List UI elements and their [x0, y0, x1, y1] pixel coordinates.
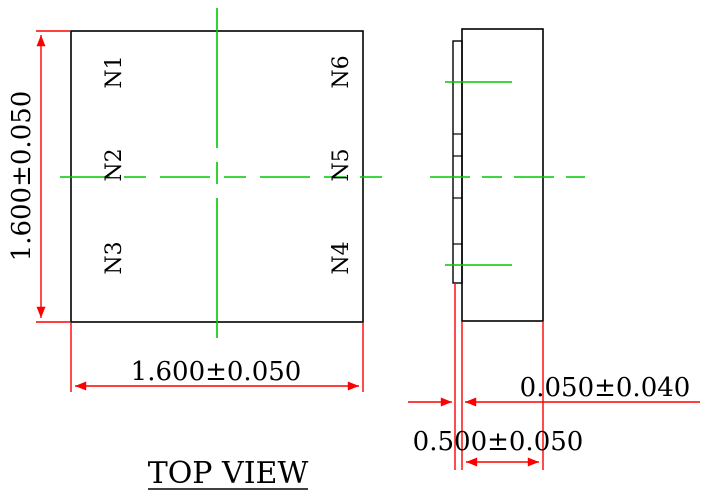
pad-label-n4: N4	[329, 241, 354, 274]
pad-label-n3: N3	[102, 241, 127, 274]
pad-label-n1: N1	[102, 55, 127, 88]
height-dimension-label: 1.600±0.050	[7, 91, 37, 262]
pad-height-dimension: 0.050±0.040	[408, 373, 700, 407]
pad-label-n5: N5	[329, 148, 354, 181]
top-view: N1 N2 N3 N4 N5 N6 1.600±0.050 1.600±0.05…	[7, 8, 382, 491]
pad-label-n6: N6	[329, 55, 354, 88]
thickness-dimension-label: 0.500±0.050	[413, 427, 584, 457]
width-dimension-label: 1.600±0.050	[131, 357, 302, 387]
top-view-title: TOP VIEW	[148, 456, 309, 491]
width-dimension: 1.600±0.050	[70, 323, 364, 392]
side-view: 0.050±0.040 0.500±0.050	[408, 28, 700, 470]
pad-label-n2: N2	[102, 148, 127, 181]
thickness-dimension: 0.500±0.050	[413, 427, 584, 467]
pad-height-dimension-label: 0.050±0.040	[520, 373, 691, 403]
side-view-body-outline	[461, 28, 544, 322]
side-view-pad-strip	[452, 40, 463, 284]
height-dimension: 1.600±0.050	[7, 30, 70, 323]
